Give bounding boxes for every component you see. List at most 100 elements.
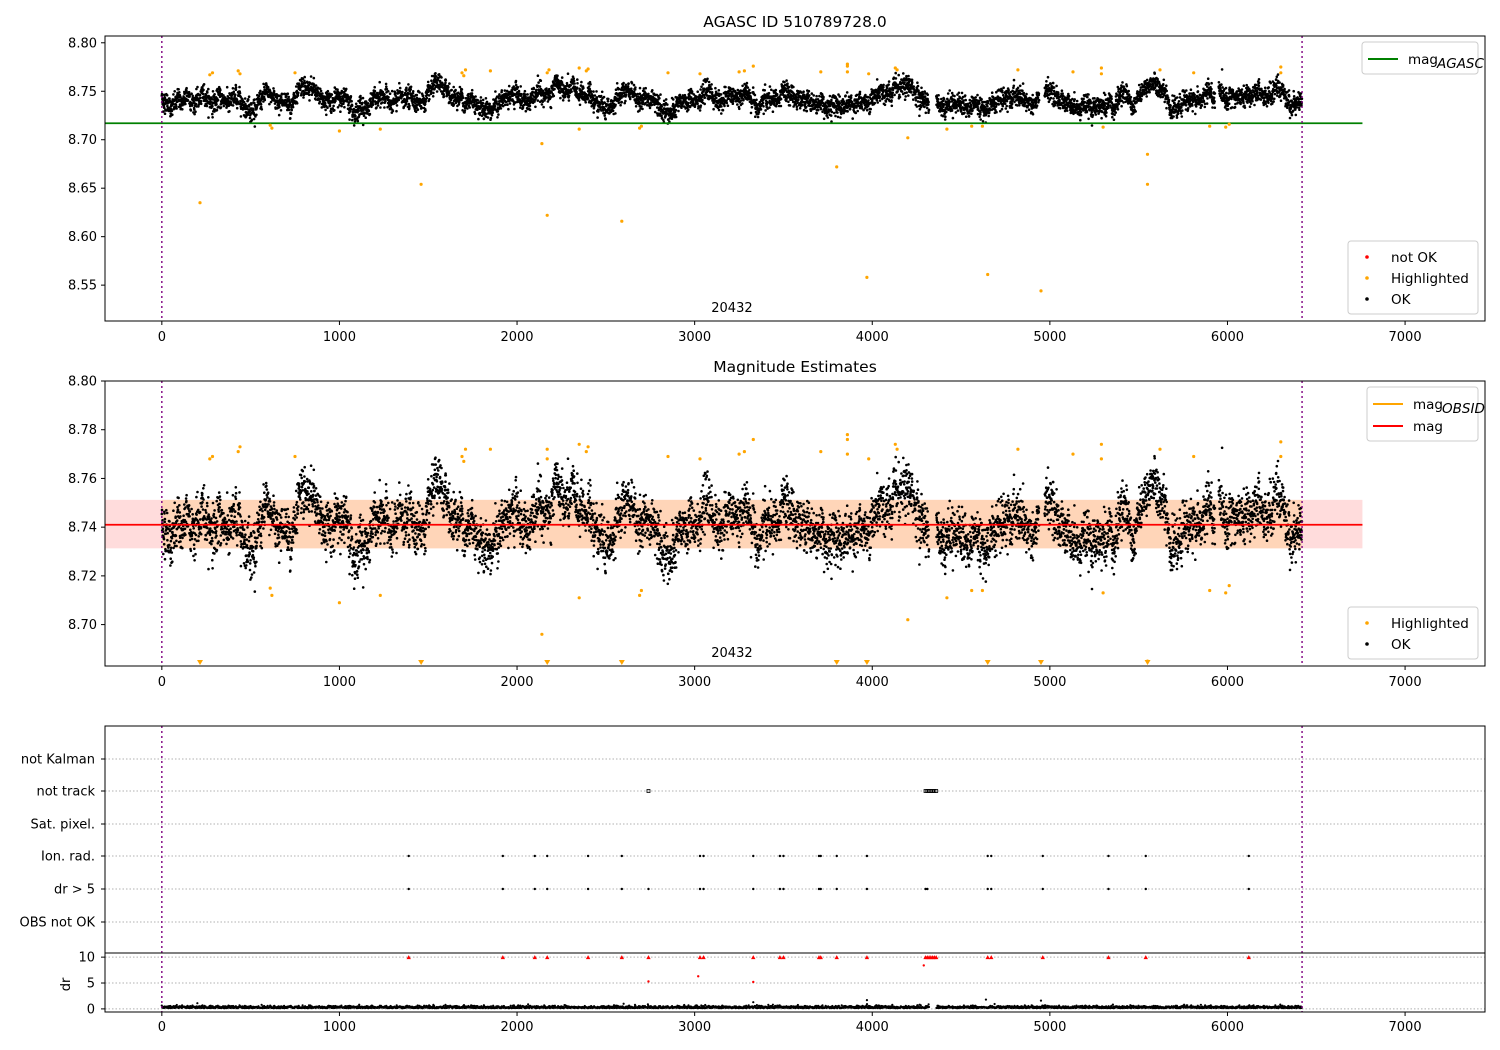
- ok-point: [567, 94, 571, 97]
- ok-point: [181, 108, 184, 111]
- ok-point: [466, 107, 469, 110]
- ok-point: [452, 85, 456, 89]
- ok-point: [491, 111, 495, 114]
- ok-point: [818, 94, 821, 98]
- ok-point: [528, 108, 532, 112]
- ok-point: [444, 81, 447, 85]
- ok-point: [246, 98, 250, 101]
- ok-point: [850, 94, 853, 97]
- ok-point: [995, 110, 998, 114]
- ok-point: [948, 101, 951, 104]
- ok-point: [1005, 104, 1008, 108]
- ok-point: [490, 113, 494, 117]
- ok-point: [423, 102, 427, 106]
- ok-point: [980, 98, 983, 101]
- ok-point: [749, 111, 753, 115]
- ok-point: [232, 90, 236, 94]
- ok-point: [1055, 84, 1058, 88]
- ok-point: [1016, 86, 1020, 90]
- ok-point: [907, 94, 910, 97]
- ok-point: [263, 85, 266, 89]
- ok-point: [373, 85, 377, 89]
- ok-point: [231, 104, 235, 107]
- ok-point: [964, 115, 968, 118]
- ok-point: [844, 94, 847, 97]
- ok-point: [746, 86, 750, 89]
- ok-point: [741, 102, 744, 105]
- ok-point: [496, 116, 499, 119]
- ok-point: [787, 100, 790, 104]
- ok-point: [559, 96, 562, 100]
- ok-point: [945, 110, 948, 114]
- ok-point: [964, 98, 967, 102]
- ok-point: [259, 105, 263, 109]
- ok-point: [163, 112, 167, 115]
- ok-point: [263, 98, 267, 102]
- ok-point: [383, 106, 386, 109]
- ok-point: [349, 95, 353, 98]
- ok-point: [162, 110, 165, 113]
- ok-point: [567, 99, 571, 102]
- ok-point: [549, 106, 553, 110]
- ok-point: [802, 90, 805, 93]
- ok-point: [787, 85, 791, 89]
- ok-point: [990, 91, 994, 94]
- ok-point: [295, 102, 299, 105]
- ok-point: [739, 99, 743, 102]
- ok-point: [508, 102, 512, 105]
- ok-point: [344, 87, 348, 91]
- ok-point: [788, 104, 792, 107]
- ok-point: [822, 95, 825, 99]
- ok-point: [384, 82, 388, 86]
- ok-point: [493, 104, 497, 108]
- ok-point: [795, 105, 799, 108]
- ok-point: [463, 109, 467, 112]
- ok-point: [196, 85, 199, 89]
- ok-point: [926, 93, 929, 96]
- ok-point: [429, 90, 433, 94]
- ok-point: [611, 109, 615, 112]
- ok-point: [921, 93, 925, 96]
- ok-point: [199, 102, 203, 106]
- ok-point: [903, 81, 906, 85]
- ok-point: [845, 91, 849, 94]
- ok-point: [302, 96, 305, 99]
- ok-point: [408, 104, 411, 108]
- ok-point: [428, 97, 431, 101]
- ok-point: [600, 90, 604, 94]
- ok-point: [674, 108, 678, 112]
- ok-point: [785, 79, 788, 82]
- ok-point: [1012, 98, 1015, 101]
- ok-point: [710, 87, 713, 91]
- ok-point: [185, 86, 188, 90]
- ok-point: [323, 101, 327, 105]
- ok-point: [786, 82, 789, 85]
- ok-point: [830, 98, 833, 102]
- ok-point: [634, 105, 638, 108]
- ok-point: [731, 100, 735, 103]
- ok-point: [804, 105, 808, 109]
- ok-point: [303, 75, 307, 79]
- ok-point: [194, 102, 198, 106]
- ok-point: [699, 88, 702, 91]
- ok-point: [460, 88, 464, 91]
- ok-point: [869, 107, 872, 111]
- ok-point: [576, 78, 579, 81]
- ok-point: [614, 112, 617, 115]
- ok-point: [171, 113, 174, 116]
- ok-point: [658, 97, 661, 100]
- ok-point: [677, 109, 680, 113]
- ok-point: [836, 115, 840, 119]
- ok-point: [620, 100, 623, 104]
- ok-point: [624, 83, 628, 87]
- ok-point: [170, 109, 174, 113]
- ok-point: [234, 86, 238, 89]
- ok-point: [582, 86, 585, 90]
- ok-point: [476, 98, 480, 102]
- ok-point: [1027, 108, 1031, 111]
- ok-point: [815, 94, 818, 98]
- ok-point: [228, 110, 231, 113]
- ok-point: [356, 119, 360, 123]
- ok-point: [163, 96, 167, 99]
- ok-point: [384, 100, 387, 103]
